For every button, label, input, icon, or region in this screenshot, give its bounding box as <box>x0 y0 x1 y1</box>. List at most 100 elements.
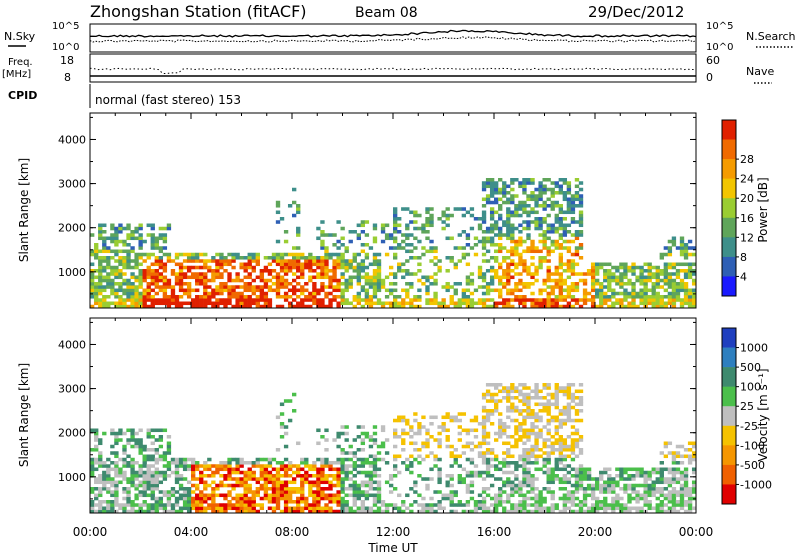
heatmap-cell <box>336 288 341 293</box>
heatmap-cell <box>154 275 159 280</box>
heatmap-cell <box>506 291 511 296</box>
heatmap-cell <box>328 493 333 498</box>
heatmap-cell <box>384 461 390 465</box>
heatmap-cell <box>481 496 487 501</box>
heatmap-cell <box>566 304 572 309</box>
heatmap-cell <box>287 464 293 468</box>
heatmap-cell <box>263 477 269 481</box>
heatmap-cell <box>340 461 345 465</box>
heatmap-cell <box>356 493 361 498</box>
heatmap-cell <box>211 259 216 263</box>
heatmap-cell <box>90 233 95 237</box>
heatmap-cell <box>494 187 499 192</box>
heatmap-cell <box>546 178 551 182</box>
heatmap-cell <box>425 477 430 481</box>
heatmap-cell <box>554 301 559 306</box>
heatmap-cell <box>550 226 555 231</box>
heatmap-cell <box>494 405 499 410</box>
heatmap-cell <box>461 291 467 296</box>
colorbar-frame <box>721 327 737 505</box>
heatmap-cell <box>526 483 531 488</box>
heatmap-cell <box>679 444 685 449</box>
heatmap-cell <box>550 204 555 208</box>
heatmap-cell <box>102 288 107 293</box>
heatmap-cell <box>195 278 200 283</box>
heatmap-cell <box>631 496 636 501</box>
heatmap-cell <box>401 239 406 244</box>
heatmap-cell <box>546 298 551 302</box>
heatmap-cell <box>211 278 216 283</box>
heatmap-cell <box>498 493 503 498</box>
heatmap-cell <box>542 178 547 182</box>
heatmap-cell <box>546 230 551 234</box>
heatmap-cell <box>267 480 273 485</box>
heatmap-cell <box>300 256 305 260</box>
heatmap-cell <box>130 295 135 299</box>
heatmap-cell <box>570 262 576 267</box>
heatmap-cell <box>150 483 155 488</box>
heatmap-cell <box>122 256 127 260</box>
heatmap-cell <box>344 487 349 491</box>
heatmap-cell <box>397 454 402 459</box>
heatmap-cell <box>142 291 147 296</box>
heatmap-cell <box>267 285 273 289</box>
heatmap-cell <box>465 483 471 488</box>
heatmap-cell <box>655 278 660 283</box>
heatmap-cell <box>481 418 487 423</box>
heatmap-cell <box>239 457 244 462</box>
heatmap-cell <box>498 477 503 481</box>
heatmap-cell <box>538 262 543 267</box>
heatmap-cell <box>590 262 596 267</box>
heatmap-cell <box>494 184 499 189</box>
heatmap-cell <box>364 301 370 306</box>
heatmap-cell <box>457 301 462 306</box>
heatmap-cell <box>477 444 483 449</box>
heatmap-cell <box>255 285 260 289</box>
heatmap-cell <box>655 477 660 481</box>
heatmap-cell <box>162 509 168 514</box>
heatmap-cell <box>162 457 168 462</box>
freq-panel <box>89 53 697 83</box>
heatmap-cell <box>494 399 499 403</box>
heatmap-cell <box>631 262 636 267</box>
heatmap-cell <box>344 438 349 442</box>
heatmap-cell <box>239 265 244 270</box>
heatmap-cell <box>138 428 143 433</box>
heatmap-cell <box>643 503 648 507</box>
heatmap-cell <box>235 503 240 507</box>
heatmap-cell <box>162 233 168 237</box>
heatmap-cell <box>413 412 418 416</box>
heatmap-cell <box>619 509 624 514</box>
heatmap-cell <box>518 412 523 416</box>
heatmap-cell <box>328 298 333 302</box>
heatmap-cell <box>275 295 281 299</box>
heatmap-cell <box>421 226 426 231</box>
heatmap-cell <box>489 474 495 478</box>
heatmap-cell <box>530 291 535 296</box>
heatmap-cell <box>324 464 329 468</box>
heatmap-cell <box>292 477 297 481</box>
heatmap-cell <box>223 269 228 273</box>
heatmap-cell <box>203 500 208 504</box>
heatmap-cell <box>691 490 697 494</box>
heatmap-cell <box>494 454 499 459</box>
heatmap-cell <box>554 405 559 410</box>
heatmap-cell <box>211 304 216 309</box>
heatmap-cell <box>502 187 507 192</box>
heatmap-cell <box>607 480 612 485</box>
heatmap-cell <box>586 483 592 488</box>
heatmap-cell <box>106 249 111 254</box>
heatmap-cell <box>574 396 580 400</box>
heatmap-cell <box>90 487 95 491</box>
heatmap-cell <box>356 223 361 228</box>
heatmap-cell <box>279 464 285 468</box>
heatmap-cell <box>489 217 495 221</box>
heatmap-cell <box>126 295 131 299</box>
heatmap-cell <box>348 457 353 462</box>
heatmap-cell <box>590 275 596 280</box>
heatmap-cell <box>405 243 410 247</box>
heatmap-cell <box>154 236 159 241</box>
heatmap-cell <box>239 291 244 296</box>
heatmap-cell <box>114 509 119 514</box>
heatmap-cell <box>146 448 151 452</box>
